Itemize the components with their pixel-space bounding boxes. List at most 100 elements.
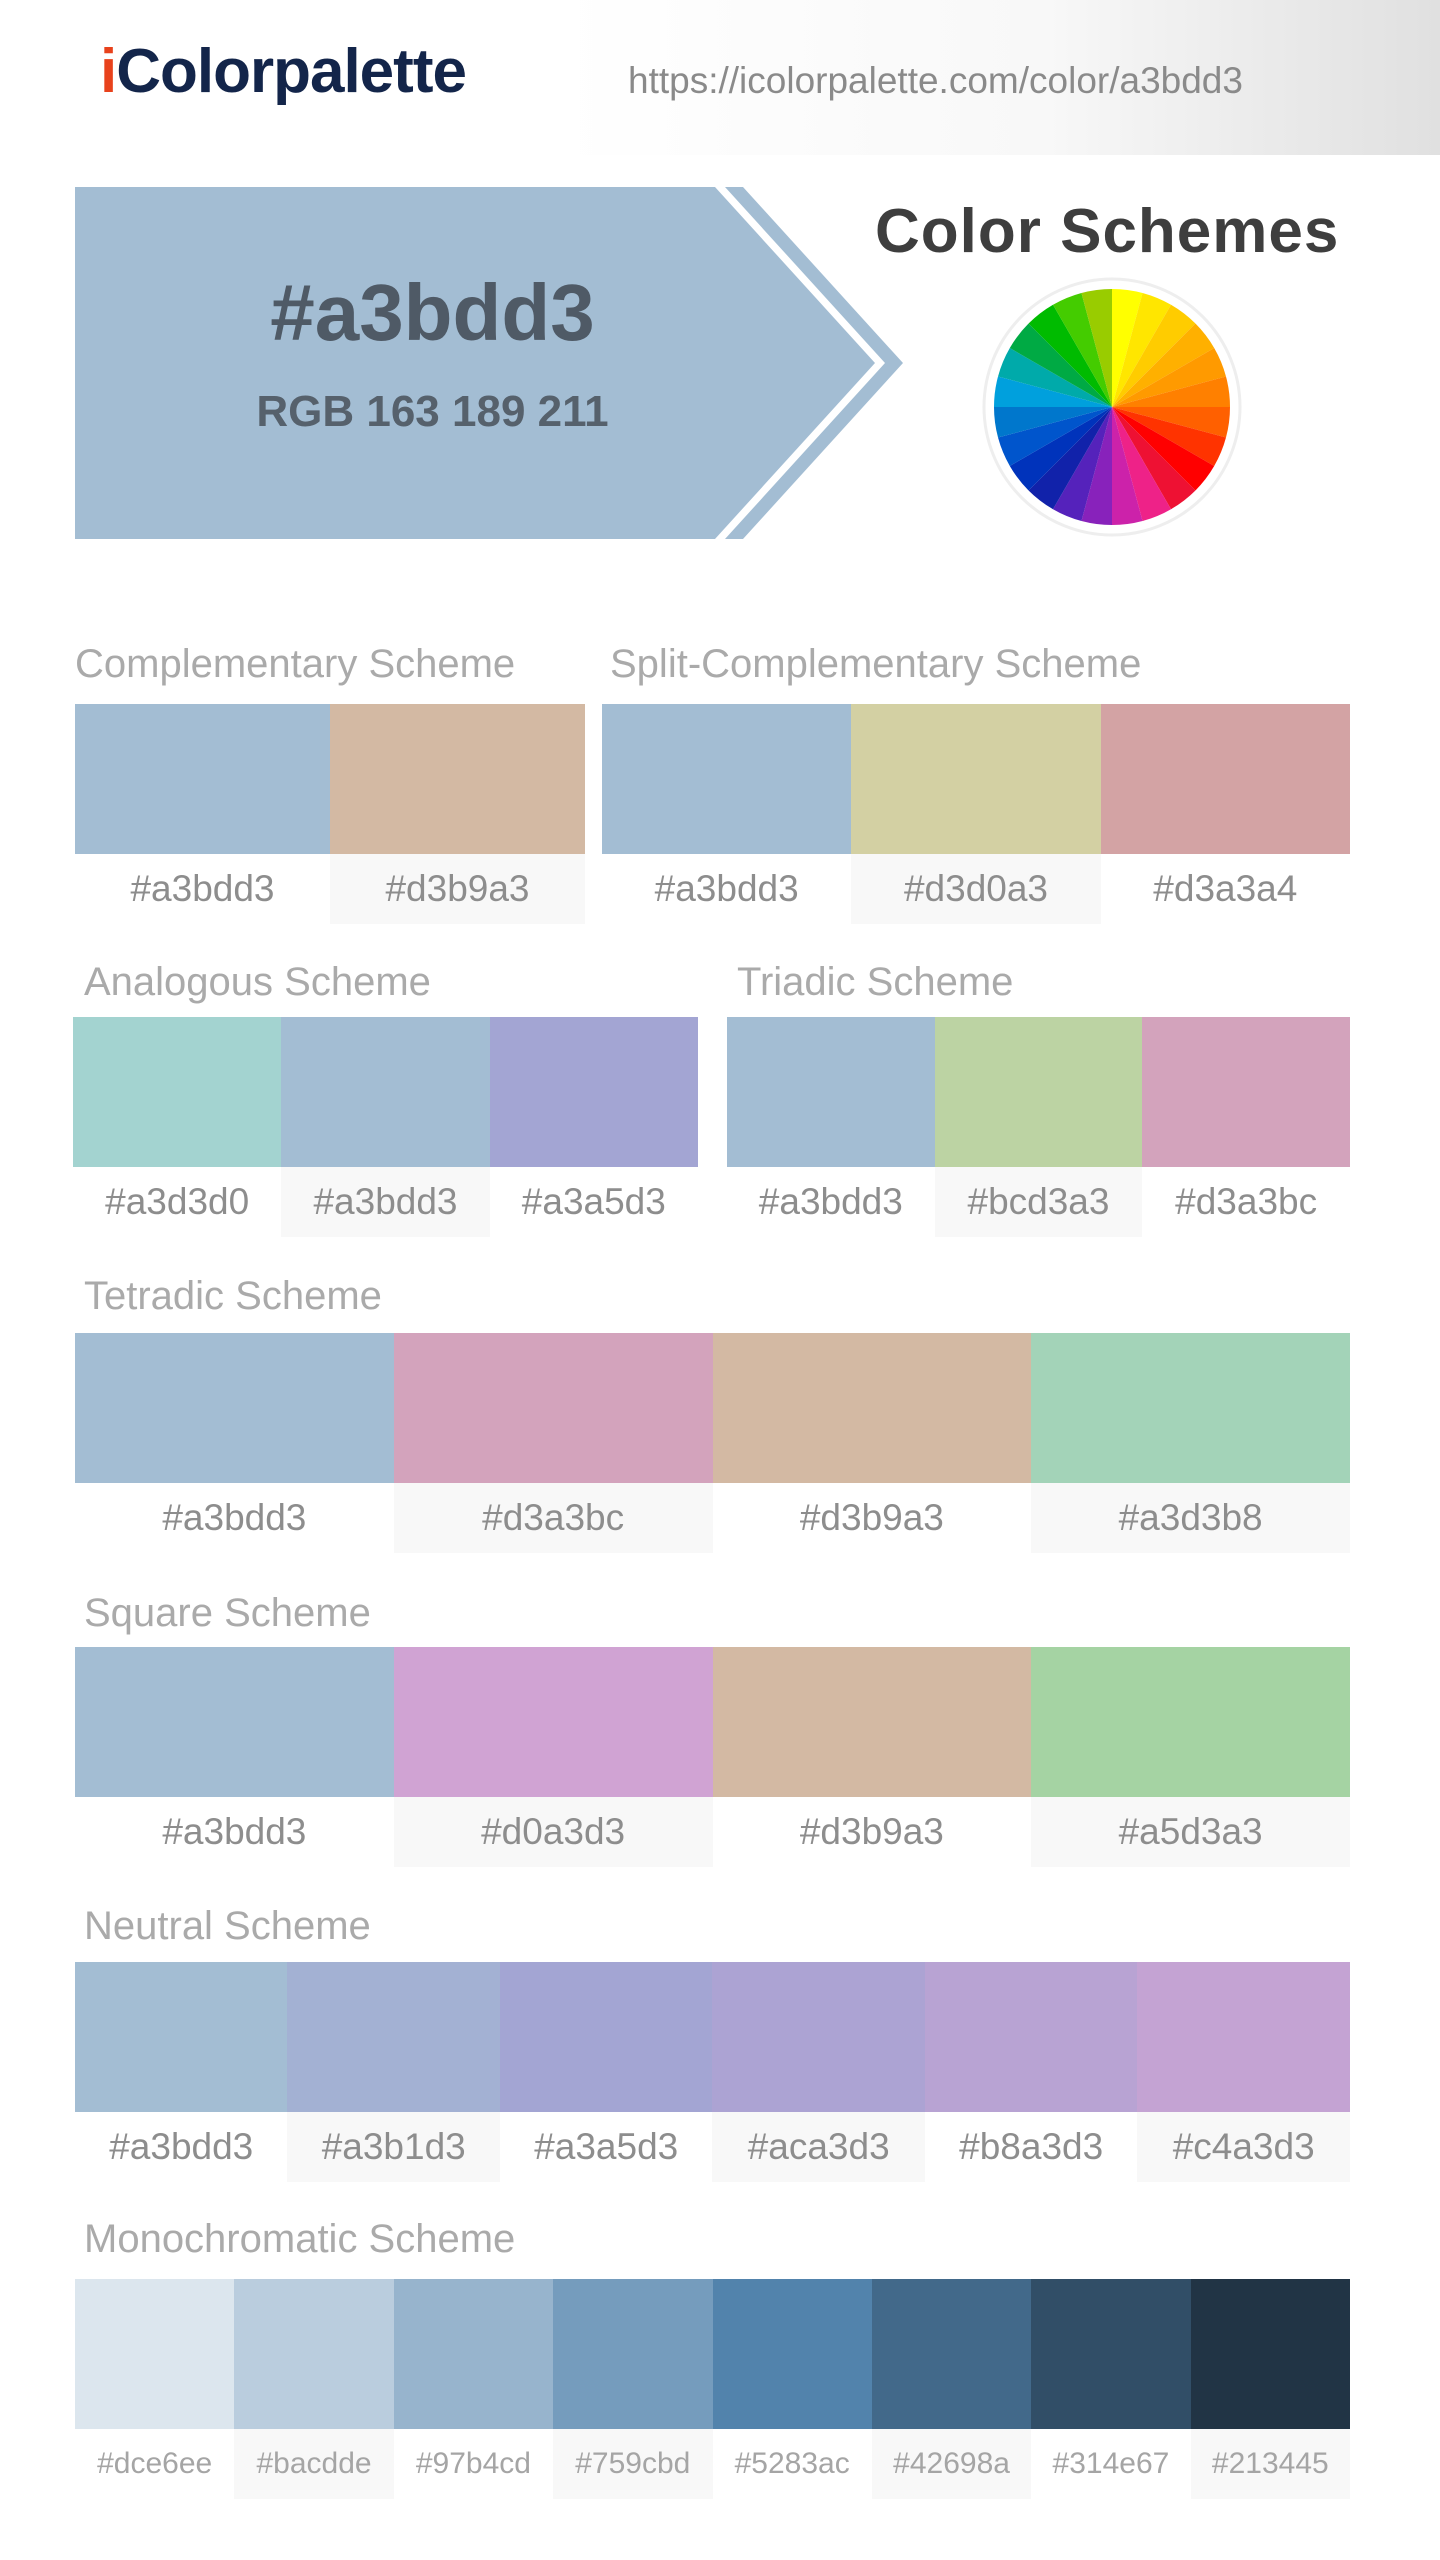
split-complementary-swatch[interactable]: #d3a3a4 bbox=[1100, 704, 1350, 924]
hero-hex-code: #a3bdd3 bbox=[270, 268, 595, 357]
analogous-scheme-row: #a3d3d0 #a3bdd3 #a3a5d3 bbox=[73, 1017, 698, 1237]
color-schemes-title: Color Schemes bbox=[875, 197, 1340, 266]
page-url: https://icolorpalette.com/color/a3bdd3 bbox=[628, 60, 1243, 101]
square-swatch[interactable]: #a3bdd3 bbox=[75, 1647, 394, 1867]
neutral-swatch[interactable]: #b8a3d3 bbox=[924, 1962, 1138, 2182]
swatch-hex: #97b4cd bbox=[393, 2429, 554, 2499]
monochromatic-swatch[interactable]: #314e67 bbox=[1031, 2279, 1191, 2499]
swatch-color bbox=[281, 1017, 490, 1167]
analogous-swatch[interactable]: #a3a5d3 bbox=[489, 1017, 698, 1237]
square-swatch[interactable]: #d0a3d3 bbox=[393, 1647, 713, 1867]
square-swatch[interactable]: #a5d3a3 bbox=[1031, 1647, 1350, 1867]
complementary-swatch[interactable]: #d3b9a3 bbox=[330, 704, 585, 924]
triadic-swatch[interactable]: #bcd3a3 bbox=[934, 1017, 1143, 1237]
swatch-hex: #dce6ee bbox=[75, 2429, 235, 2499]
neutral-swatch[interactable]: #a3b1d3 bbox=[287, 1962, 500, 2182]
wheel-segment bbox=[1112, 376, 1230, 407]
wheel-segment bbox=[1112, 407, 1196, 510]
monochromatic-swatch[interactable]: #97b4cd bbox=[393, 2279, 554, 2499]
swatch-color bbox=[489, 1017, 698, 1167]
monochromatic-swatch[interactable]: #dce6ee bbox=[75, 2279, 235, 2499]
neutral-swatch[interactable]: #c4a3d3 bbox=[1137, 1962, 1350, 2182]
swatch-hex: #aca3d3 bbox=[712, 2112, 925, 2182]
wheel-segment bbox=[1009, 407, 1112, 491]
wheel-segment bbox=[1112, 407, 1230, 438]
swatch-hex: #a3a5d3 bbox=[489, 1167, 698, 1237]
tetradic-swatch[interactable]: #a3bdd3 bbox=[75, 1333, 394, 1553]
swatch-color bbox=[1031, 1647, 1350, 1797]
analogous-swatch[interactable]: #a3d3d0 bbox=[73, 1017, 282, 1237]
split-complementary-swatch[interactable]: #d3d0a3 bbox=[851, 704, 1101, 924]
triadic-scheme-title: Triadic Scheme bbox=[737, 960, 1014, 1004]
swatch-color bbox=[393, 2279, 554, 2429]
wheel-segment bbox=[1053, 293, 1112, 407]
tetradic-scheme-title: Tetradic Scheme bbox=[84, 1274, 382, 1318]
swatch-hex: #bcd3a3 bbox=[934, 1167, 1143, 1237]
monochromatic-scheme-row: #dce6ee #bacdde #97b4cd #759cbd #5283ac … bbox=[75, 2279, 1350, 2499]
swatch-color bbox=[1142, 1017, 1350, 1167]
swatch-color bbox=[851, 704, 1101, 854]
swatch-hex: #a3b1d3 bbox=[287, 2112, 500, 2182]
swatch-hex: #a3bdd3 bbox=[75, 1797, 394, 1867]
hero-rgb-value: RGB 163 189 211 bbox=[256, 387, 609, 436]
monochromatic-swatch[interactable]: #42698a bbox=[871, 2279, 1032, 2499]
swatch-color bbox=[393, 1333, 713, 1483]
neutral-swatch[interactable]: #a3bdd3 bbox=[75, 1962, 288, 2182]
header: iColorpalette https://icolorpalette.com/… bbox=[0, 0, 1440, 155]
swatch-color bbox=[934, 1017, 1143, 1167]
swatch-color bbox=[75, 1333, 394, 1483]
triadic-scheme-row: #a3bdd3 #bcd3a3 #d3a3bc bbox=[727, 1017, 1350, 1237]
swatch-color bbox=[727, 1017, 935, 1167]
triadic-swatch[interactable]: #d3a3bc bbox=[1142, 1017, 1350, 1237]
wheel-segment bbox=[1112, 348, 1226, 407]
monochromatic-swatch[interactable]: #5283ac bbox=[712, 2279, 872, 2499]
swatch-hex: #c4a3d3 bbox=[1137, 2112, 1350, 2182]
site-logo[interactable]: iColorpalette bbox=[100, 36, 467, 107]
swatch-hex: #d0a3d3 bbox=[393, 1797, 713, 1867]
complementary-scheme-row: #a3bdd3 #d3b9a3 bbox=[75, 704, 585, 924]
swatch-color bbox=[1031, 1333, 1350, 1483]
swatch-hex: #a3a5d3 bbox=[499, 2112, 713, 2182]
swatch-hex: #5283ac bbox=[712, 2429, 872, 2499]
swatch-hex: #314e67 bbox=[1031, 2429, 1191, 2499]
monochromatic-swatch[interactable]: #bacdde bbox=[234, 2279, 394, 2499]
wheel-segment bbox=[1112, 304, 1196, 407]
monochromatic-swatch[interactable]: #213445 bbox=[1190, 2279, 1350, 2499]
analogous-swatch[interactable]: #a3bdd3 bbox=[281, 1017, 490, 1237]
swatch-hex: #a3bdd3 bbox=[75, 1483, 394, 1553]
swatch-hex: #a3d3d0 bbox=[73, 1167, 282, 1237]
wheel-segment bbox=[998, 348, 1112, 407]
tetradic-swatch[interactable]: #d3b9a3 bbox=[712, 1333, 1032, 1553]
complementary-swatch[interactable]: #a3bdd3 bbox=[75, 704, 330, 924]
wheel-segment bbox=[1028, 407, 1112, 510]
neutral-scheme-row: #a3bdd3 #a3b1d3 #a3a5d3 #aca3d3 #b8a3d3 … bbox=[75, 1962, 1350, 2182]
swatch-color bbox=[234, 2279, 394, 2429]
neutral-swatch[interactable]: #a3a5d3 bbox=[499, 1962, 713, 2182]
swatch-hex: #d3b9a3 bbox=[330, 854, 585, 924]
neutral-swatch[interactable]: #aca3d3 bbox=[712, 1962, 925, 2182]
logo-text: Colorpalette bbox=[116, 37, 467, 106]
wheel-segment bbox=[1081, 289, 1112, 407]
swatch-color bbox=[330, 704, 585, 854]
swatch-color bbox=[75, 1647, 394, 1797]
wheel-segment bbox=[1112, 407, 1171, 521]
wheel-segment bbox=[998, 407, 1112, 466]
tetradic-swatch[interactable]: #a3d3b8 bbox=[1031, 1333, 1350, 1553]
wheel-segment bbox=[1112, 407, 1143, 525]
square-swatch[interactable]: #d3b9a3 bbox=[712, 1647, 1032, 1867]
swatch-color bbox=[924, 1962, 1138, 2112]
tetradic-swatch[interactable]: #d3a3bc bbox=[393, 1333, 713, 1553]
swatch-color bbox=[712, 1647, 1032, 1797]
neutral-scheme-title: Neutral Scheme bbox=[84, 1904, 371, 1948]
logo-i: i bbox=[100, 37, 117, 106]
wheel-segment bbox=[1112, 323, 1215, 407]
swatch-hex: #d3d0a3 bbox=[851, 854, 1101, 924]
swatch-color bbox=[287, 1962, 500, 2112]
split-complementary-swatch[interactable]: #a3bdd3 bbox=[602, 704, 852, 924]
split-complementary-scheme-row: #a3bdd3 #d3d0a3 #d3a3a4 bbox=[602, 704, 1350, 924]
triadic-swatch[interactable]: #a3bdd3 bbox=[727, 1017, 935, 1237]
swatch-color bbox=[75, 704, 330, 854]
swatch-color bbox=[1100, 704, 1350, 854]
monochromatic-swatch[interactable]: #759cbd bbox=[553, 2279, 713, 2499]
swatch-color bbox=[602, 704, 852, 854]
